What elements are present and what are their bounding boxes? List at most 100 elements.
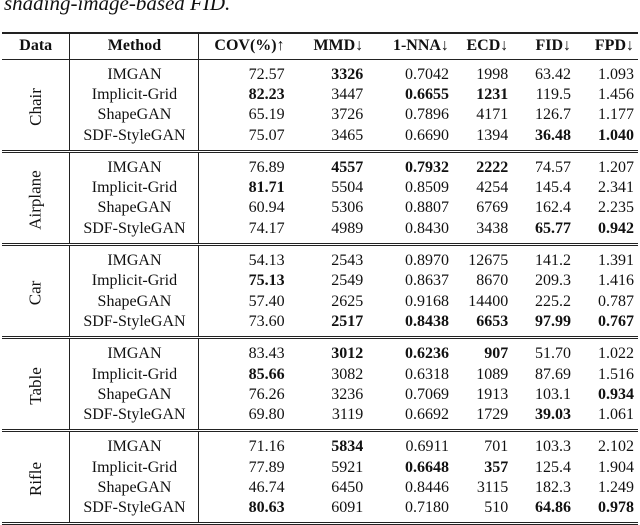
block-rifle: Rifle IMGAN 71.16 5834 0.6911 701 103.3 2.102 Im… xyxy=(2,430,638,524)
caption: shading-image-based FID. xyxy=(4,0,231,15)
fid-cell: 65.77 xyxy=(535,219,572,237)
table-row: SDF-StyleGAN 69.80 3119 0.6692 1729 39.03 1.06… xyxy=(2,404,638,431)
ecd-cell: 1231 xyxy=(476,85,509,103)
fpd-cell: 1.207 xyxy=(598,158,634,176)
ecd-cell: 14400 xyxy=(468,292,509,310)
fid-cell: 103.3 xyxy=(535,438,572,456)
ecd-cell: 510 xyxy=(484,499,509,517)
data-category-cell: Table xyxy=(2,337,71,431)
method-cell: Implicit-Grid xyxy=(69,177,200,199)
fpd-cell: 1.040 xyxy=(598,126,634,144)
cov-cell: 75.13 xyxy=(248,272,285,290)
data-category-label: Airplane xyxy=(25,170,45,230)
table-row: SDF-StyleGAN 74.17 4989 0.8430 3438 65.77 0.94… xyxy=(2,218,638,245)
fpd-cell: 1.516 xyxy=(598,365,634,383)
fid-cell: 103.1 xyxy=(535,385,572,403)
method-cell: IMGAN xyxy=(69,430,200,458)
fid-cell: 119.5 xyxy=(535,85,572,103)
method-cell: ShapeGAN xyxy=(69,477,200,499)
1nna-cell: 0.9168 xyxy=(404,292,449,310)
mmd-cell: 3236 xyxy=(331,385,364,403)
method-cell: SDF-StyleGAN xyxy=(69,404,200,431)
method-cell: ShapeGAN xyxy=(69,105,200,126)
cov-cell: 75.07 xyxy=(248,126,285,144)
table-row: Rifle IMGAN 71.16 5834 0.6911 701 103.3 2.102 xyxy=(2,430,638,524)
header-row: Data Method COV(%)↑ MMD↓ 1-NNA↓ ECD↓ FID… xyxy=(2,33,638,60)
fpd-cell: 1.022 xyxy=(598,345,634,363)
mmd-cell: 3082 xyxy=(331,365,364,383)
block-car: Car IMGAN 54.13 2543 0.8970 12675 141.2 1.391 Im… xyxy=(2,244,638,338)
1nna-cell: 0.8446 xyxy=(404,478,449,496)
1nna-cell: 0.8970 xyxy=(404,252,449,270)
ecd-cell: 1729 xyxy=(476,406,509,424)
1nna-cell: 0.8807 xyxy=(404,199,449,217)
method-cell: SDF-StyleGAN xyxy=(69,218,200,245)
method-cell: Implicit-Grid xyxy=(69,271,200,292)
1nna-cell: 0.7896 xyxy=(404,106,449,124)
fpd-cell: 1.416 xyxy=(598,272,634,290)
cov-cell: 69.80 xyxy=(248,406,285,424)
mmd-cell: 5834 xyxy=(331,438,364,456)
fid-cell: 141.2 xyxy=(535,252,572,270)
method-cell: Implicit-Grid xyxy=(69,364,200,385)
table-row: SDF-StyleGAN 80.63 6091 0.7180 510 64.86 0.978 xyxy=(2,498,638,524)
block-chair: Chair IMGAN 72.57 3326 0.7042 1998 63.42 1.093 I… xyxy=(2,59,638,152)
mmd-cell: 3465 xyxy=(331,126,364,144)
cov-cell: 57.40 xyxy=(248,292,285,310)
mmd-cell: 3119 xyxy=(331,406,364,424)
method-cell: ShapeGAN xyxy=(69,291,200,312)
mmd-cell: 3012 xyxy=(331,345,364,363)
1nna-cell: 0.6655 xyxy=(404,85,449,103)
1nna-cell: 0.6648 xyxy=(404,458,449,476)
cov-cell: 60.94 xyxy=(248,199,285,217)
mmd-cell: 3726 xyxy=(331,106,364,124)
fpd-cell: 1.391 xyxy=(598,252,634,270)
data-category-cell: Airplane xyxy=(2,151,71,245)
ecd-cell: 4171 xyxy=(476,106,509,124)
fpd-cell: 1.177 xyxy=(598,106,634,124)
data-category-label: Car xyxy=(25,280,45,306)
cov-cell: 80.63 xyxy=(248,499,285,517)
header-mmd: MMD↓ xyxy=(288,33,368,60)
mmd-cell: 4557 xyxy=(331,158,364,176)
fid-cell: 63.42 xyxy=(535,65,572,83)
fid-cell: 64.86 xyxy=(535,499,572,517)
fpd-cell: 0.934 xyxy=(598,385,634,403)
ecd-cell: 6769 xyxy=(476,199,509,217)
cov-cell: 72.57 xyxy=(248,65,285,83)
cov-cell: 54.13 xyxy=(248,252,285,270)
ecd-cell: 3115 xyxy=(476,478,509,496)
fid-cell: 225.2 xyxy=(535,292,572,310)
fpd-cell: 1.904 xyxy=(598,458,634,476)
fid-cell: 182.3 xyxy=(535,478,572,496)
cov-cell: 71.16 xyxy=(248,438,285,456)
method-cell: ShapeGAN xyxy=(69,384,200,405)
1nna-cell: 0.6911 xyxy=(405,438,449,456)
data-category-label: Chair xyxy=(25,87,45,126)
fid-cell: 51.70 xyxy=(535,345,572,363)
cov-cell: 77.89 xyxy=(248,458,285,476)
ecd-cell: 357 xyxy=(484,458,509,476)
fid-cell: 39.03 xyxy=(535,406,572,424)
block-airplane: Airplane IMGAN 76.89 4557 0.7932 2222 74.57 1.2… xyxy=(2,151,638,245)
data-category-label: Table xyxy=(25,367,45,405)
fid-cell: 97.99 xyxy=(535,312,572,330)
method-cell: ShapeGAN xyxy=(69,198,200,219)
mmd-cell: 6450 xyxy=(331,478,364,496)
ecd-cell: 4254 xyxy=(476,179,509,197)
ecd-cell: 2222 xyxy=(476,158,509,176)
cov-cell: 73.60 xyxy=(248,312,285,330)
fpd-cell: 0.787 xyxy=(598,292,634,310)
ecd-cell: 3438 xyxy=(476,219,509,237)
fid-cell: 87.69 xyxy=(535,365,572,383)
cov-cell: 82.23 xyxy=(248,85,285,103)
cov-cell: 76.89 xyxy=(248,158,285,176)
1nna-cell: 0.7042 xyxy=(404,65,449,83)
mmd-cell: 5921 xyxy=(331,458,364,476)
1nna-cell: 0.6690 xyxy=(404,126,449,144)
fpd-cell: 2.235 xyxy=(598,199,634,217)
mmd-cell: 4989 xyxy=(331,219,364,237)
1nna-cell: 0.6318 xyxy=(404,365,449,383)
method-cell: IMGAN xyxy=(69,337,200,365)
header-ecd: ECD↓ xyxy=(452,33,513,60)
